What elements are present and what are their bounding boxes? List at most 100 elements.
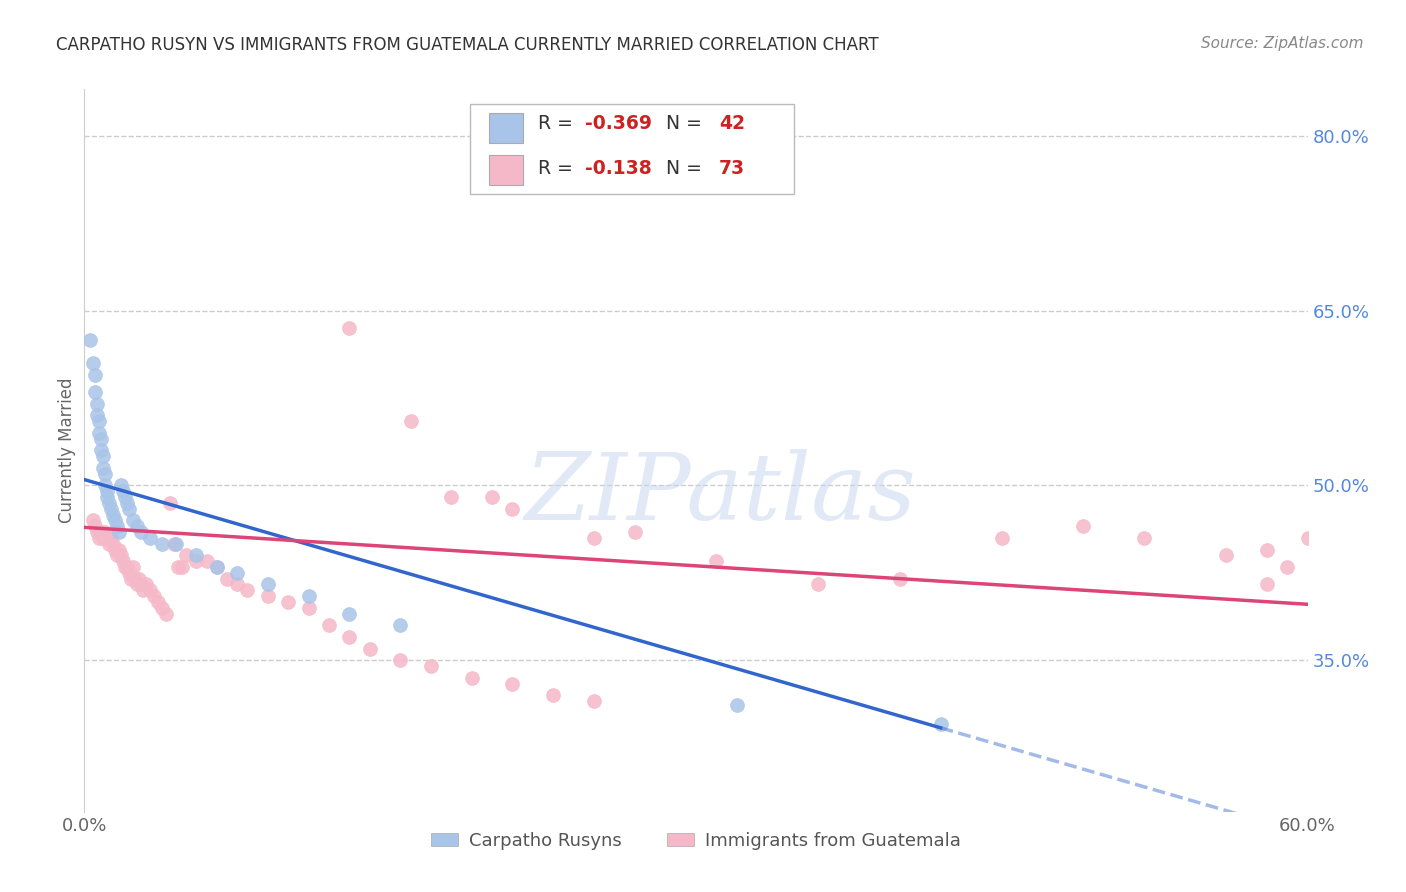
Point <box>298 589 321 603</box>
Point <box>115 496 138 510</box>
Point <box>86 397 108 411</box>
Point <box>186 549 208 563</box>
Point <box>481 490 503 504</box>
Point <box>399 414 422 428</box>
Text: -0.138: -0.138 <box>585 159 651 178</box>
Point <box>1215 549 1237 563</box>
Point <box>236 583 259 598</box>
Point <box>1073 519 1095 533</box>
Point <box>83 519 105 533</box>
Point <box>277 595 299 609</box>
Point <box>583 694 606 708</box>
Point <box>79 333 101 347</box>
Point <box>339 321 361 335</box>
Point <box>172 560 194 574</box>
Point <box>104 542 127 557</box>
Point <box>138 583 160 598</box>
Point <box>131 524 153 539</box>
Point <box>226 577 249 591</box>
Point <box>101 508 124 522</box>
Point <box>257 577 280 591</box>
Point <box>83 385 105 400</box>
Point <box>195 554 218 568</box>
Point <box>101 537 124 551</box>
Point <box>87 425 110 440</box>
Point <box>105 549 128 563</box>
Text: ZIPatlas: ZIPatlas <box>524 449 917 539</box>
Point <box>889 572 911 586</box>
Point <box>82 356 104 370</box>
Point <box>122 513 145 527</box>
Point <box>87 531 110 545</box>
Text: 73: 73 <box>720 159 745 178</box>
Point <box>725 698 748 712</box>
Point <box>128 572 150 586</box>
Point <box>1277 560 1299 574</box>
Point <box>108 524 131 539</box>
Point <box>124 572 146 586</box>
Point <box>339 630 361 644</box>
Point <box>91 531 114 545</box>
Point <box>205 560 228 574</box>
Point <box>339 607 361 621</box>
Point <box>110 478 132 492</box>
Point <box>150 600 173 615</box>
Point <box>163 537 186 551</box>
Point <box>100 501 122 516</box>
Point <box>624 524 647 539</box>
Point <box>127 519 149 533</box>
Point <box>86 524 108 539</box>
Point <box>461 671 484 685</box>
Point <box>91 461 114 475</box>
Point <box>150 537 173 551</box>
Point <box>1296 531 1319 545</box>
FancyBboxPatch shape <box>470 103 794 194</box>
Y-axis label: Currently Married: Currently Married <box>58 377 76 524</box>
Point <box>122 560 145 574</box>
Point <box>318 618 340 632</box>
Point <box>105 519 128 533</box>
Point <box>167 560 190 574</box>
Point <box>142 589 165 603</box>
Point <box>87 414 110 428</box>
Point <box>257 589 280 603</box>
Point <box>991 531 1014 545</box>
Point <box>90 524 112 539</box>
Point <box>91 450 114 464</box>
Point <box>929 717 952 731</box>
FancyBboxPatch shape <box>489 113 523 144</box>
Text: CARPATHO RUSYN VS IMMIGRANTS FROM GUATEMALA CURRENTLY MARRIED CORRELATION CHART: CARPATHO RUSYN VS IMMIGRANTS FROM GUATEM… <box>56 36 879 54</box>
Point <box>97 537 120 551</box>
Point <box>298 600 321 615</box>
Point <box>440 490 463 504</box>
Point <box>93 467 115 481</box>
Point <box>226 566 249 580</box>
Point <box>110 549 132 563</box>
Point <box>359 641 381 656</box>
Text: -0.369: -0.369 <box>585 114 651 134</box>
Point <box>96 531 118 545</box>
Point <box>543 688 565 702</box>
Point <box>502 501 524 516</box>
Point <box>96 484 118 499</box>
Point <box>135 577 157 591</box>
Point <box>118 501 141 516</box>
Text: R =: R = <box>538 114 579 134</box>
Point <box>186 554 208 568</box>
Point <box>420 659 443 673</box>
Text: N =: N = <box>648 114 709 134</box>
Point <box>83 368 105 382</box>
Text: Source: ZipAtlas.com: Source: ZipAtlas.com <box>1201 36 1364 51</box>
Point <box>97 496 120 510</box>
Point <box>127 577 149 591</box>
Point <box>115 560 138 574</box>
Point <box>86 409 108 423</box>
Point <box>807 577 830 591</box>
Point <box>114 490 136 504</box>
Point <box>90 432 112 446</box>
Point <box>389 653 412 667</box>
Point <box>82 513 104 527</box>
Point <box>1256 542 1278 557</box>
Point <box>120 572 142 586</box>
Point <box>90 443 112 458</box>
